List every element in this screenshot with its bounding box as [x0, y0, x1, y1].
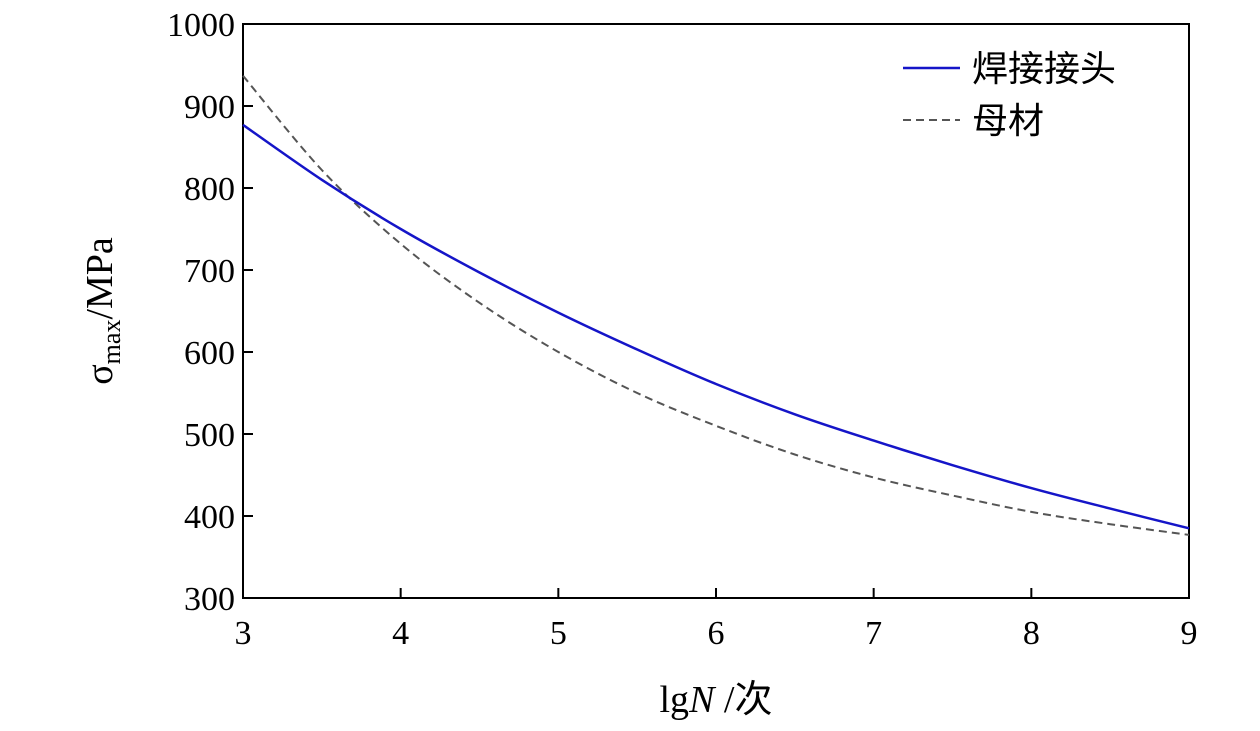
x-tick-label: 4 [392, 615, 409, 652]
plot-series [242, 75, 1190, 536]
series-line-base-metal [242, 75, 1190, 536]
legend-label-base-metal: 母材 [972, 101, 1044, 142]
y-axis-title: σmax/MPa [79, 237, 126, 385]
series-line-welded-joint [242, 123, 1190, 530]
x-tick-label: 3 [235, 615, 252, 652]
y-axis-title-unit: /MPa [79, 237, 121, 319]
y-tick-label: 1000 [167, 7, 235, 44]
legend-label-welded-joint: 焊接接头 [972, 49, 1116, 90]
y-axis: 300 400 500 600 700 800 900 1000 [167, 7, 253, 618]
y-axis-title-subscript: max [97, 320, 126, 365]
y-tick-label: 300 [184, 581, 235, 618]
x-axis-title: lgN /次 [660, 679, 773, 721]
x-tick-label: 8 [1023, 615, 1040, 652]
x-tick-label: 6 [708, 615, 725, 652]
y-tick-label: 800 [184, 171, 235, 208]
y-tick-label: 700 [184, 253, 235, 290]
y-tick-label: 400 [184, 499, 235, 536]
x-tick-label: 7 [865, 615, 882, 652]
plot-frame [242, 23, 1190, 599]
x-axis: 3 4 5 6 7 8 9 [235, 588, 1198, 652]
x-tick-label: 5 [550, 615, 567, 652]
y-tick-label: 900 [184, 89, 235, 126]
legend: 焊接接头 母材 [903, 49, 1116, 142]
x-axis-title-variable: N [688, 679, 717, 721]
x-tick-label: 9 [1181, 615, 1198, 652]
x-axis-title-unit: /次 [714, 679, 772, 721]
y-axis-title-symbol: σ [79, 364, 121, 384]
y-tick-label: 500 [184, 417, 235, 454]
y-tick-label: 600 [184, 335, 235, 372]
x-axis-title-prefix: lg [660, 679, 690, 721]
